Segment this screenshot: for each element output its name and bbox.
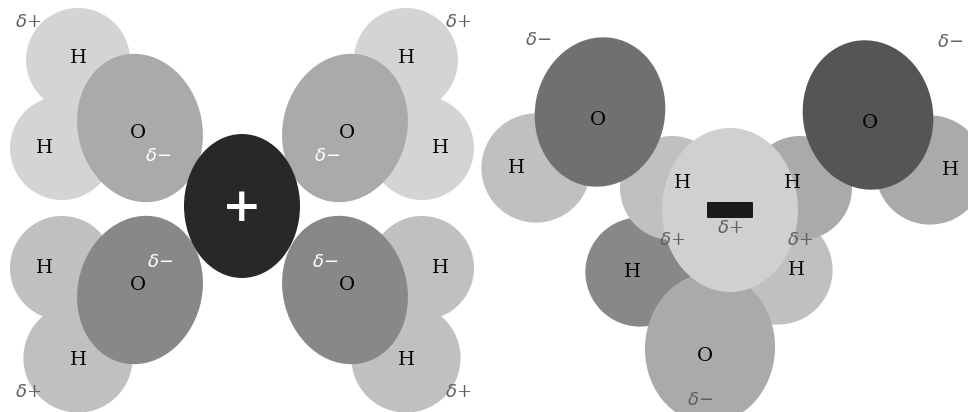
Text: O: O xyxy=(339,276,355,294)
Text: H: H xyxy=(432,259,448,277)
Ellipse shape xyxy=(586,218,695,327)
Ellipse shape xyxy=(620,136,724,240)
Text: $\delta$$-$: $\delta$$-$ xyxy=(145,147,171,165)
Text: O: O xyxy=(130,276,146,294)
Ellipse shape xyxy=(370,96,474,200)
Ellipse shape xyxy=(184,134,300,278)
Text: H: H xyxy=(788,261,804,279)
Ellipse shape xyxy=(26,8,130,112)
Text: H: H xyxy=(70,49,86,67)
Ellipse shape xyxy=(10,96,114,200)
Text: H: H xyxy=(36,139,52,157)
Text: H: H xyxy=(36,259,52,277)
Ellipse shape xyxy=(370,216,474,320)
Text: H: H xyxy=(783,174,801,192)
Text: $\delta$+: $\delta$+ xyxy=(787,231,813,249)
Text: O: O xyxy=(590,111,606,129)
Text: $\delta$$-$: $\delta$$-$ xyxy=(147,253,173,271)
Ellipse shape xyxy=(23,303,133,412)
FancyBboxPatch shape xyxy=(707,202,753,218)
Text: O: O xyxy=(862,114,878,132)
Ellipse shape xyxy=(802,40,933,190)
Text: H: H xyxy=(432,139,448,157)
Ellipse shape xyxy=(748,136,852,240)
Text: $\delta$$-$: $\delta$$-$ xyxy=(312,253,338,271)
Text: $\delta$$-$: $\delta$$-$ xyxy=(687,391,713,409)
Text: +: + xyxy=(223,185,261,231)
Ellipse shape xyxy=(354,8,458,112)
Ellipse shape xyxy=(534,37,665,187)
Text: $\delta$$-$: $\delta$$-$ xyxy=(525,31,551,49)
Text: H: H xyxy=(398,351,414,369)
Text: $\delta$+: $\delta$+ xyxy=(445,13,471,31)
Ellipse shape xyxy=(77,54,203,202)
Text: $\delta$+: $\delta$+ xyxy=(15,13,41,31)
Ellipse shape xyxy=(351,303,461,412)
Text: H: H xyxy=(942,161,958,179)
Text: $\delta$$-$: $\delta$$-$ xyxy=(314,147,340,165)
Ellipse shape xyxy=(481,113,590,222)
Ellipse shape xyxy=(662,128,798,292)
Ellipse shape xyxy=(875,115,968,225)
Text: O: O xyxy=(339,124,355,142)
Text: $\delta$+: $\delta$+ xyxy=(445,383,471,401)
Text: $\delta$+: $\delta$+ xyxy=(659,231,685,249)
Ellipse shape xyxy=(282,54,408,202)
Ellipse shape xyxy=(282,216,408,364)
Text: H: H xyxy=(623,263,641,281)
Text: H: H xyxy=(70,351,86,369)
Ellipse shape xyxy=(723,215,832,325)
Text: H: H xyxy=(507,159,525,177)
Ellipse shape xyxy=(10,216,114,320)
Text: $\delta$+: $\delta$+ xyxy=(717,219,743,237)
Text: O: O xyxy=(697,347,713,365)
Ellipse shape xyxy=(77,216,203,364)
Text: $\delta$+: $\delta$+ xyxy=(15,383,41,401)
Text: $\delta$$-$: $\delta$$-$ xyxy=(937,33,963,51)
Ellipse shape xyxy=(645,273,775,412)
Text: H: H xyxy=(398,49,414,67)
Text: O: O xyxy=(130,124,146,142)
Text: H: H xyxy=(674,174,690,192)
